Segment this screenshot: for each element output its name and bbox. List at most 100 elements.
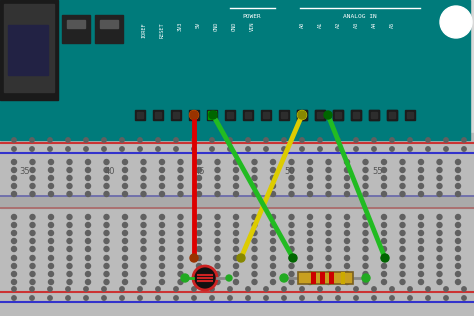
Circle shape bbox=[85, 271, 91, 276]
Circle shape bbox=[197, 239, 201, 244]
Circle shape bbox=[382, 160, 386, 165]
Bar bbox=[208, 111, 216, 119]
Circle shape bbox=[252, 264, 257, 269]
Circle shape bbox=[308, 246, 312, 252]
Circle shape bbox=[289, 184, 294, 189]
Circle shape bbox=[444, 296, 448, 300]
Circle shape bbox=[437, 279, 442, 284]
Circle shape bbox=[318, 287, 322, 291]
Text: 50: 50 bbox=[285, 167, 295, 177]
Circle shape bbox=[48, 222, 54, 228]
Circle shape bbox=[326, 184, 331, 189]
Circle shape bbox=[456, 175, 461, 180]
Circle shape bbox=[336, 138, 340, 142]
Circle shape bbox=[289, 167, 294, 173]
Circle shape bbox=[197, 184, 201, 189]
Circle shape bbox=[456, 271, 461, 276]
Circle shape bbox=[437, 230, 442, 235]
Circle shape bbox=[190, 111, 198, 119]
Circle shape bbox=[67, 279, 72, 284]
Circle shape bbox=[400, 191, 405, 197]
Circle shape bbox=[67, 191, 72, 197]
Circle shape bbox=[104, 175, 109, 180]
Bar bbox=[315, 110, 325, 120]
Circle shape bbox=[462, 147, 466, 151]
Circle shape bbox=[462, 296, 466, 300]
Circle shape bbox=[382, 222, 386, 228]
Circle shape bbox=[408, 296, 412, 300]
Circle shape bbox=[11, 271, 17, 276]
Circle shape bbox=[345, 191, 349, 197]
Circle shape bbox=[300, 287, 304, 291]
Circle shape bbox=[400, 167, 405, 173]
Circle shape bbox=[252, 279, 257, 284]
Bar bbox=[298, 272, 353, 284]
Circle shape bbox=[354, 296, 358, 300]
Circle shape bbox=[437, 246, 442, 252]
Circle shape bbox=[84, 138, 88, 142]
Circle shape bbox=[390, 138, 394, 142]
Circle shape bbox=[456, 256, 461, 260]
Circle shape bbox=[48, 184, 54, 189]
Circle shape bbox=[84, 296, 88, 300]
Circle shape bbox=[300, 147, 304, 151]
Circle shape bbox=[11, 215, 17, 220]
Circle shape bbox=[271, 230, 275, 235]
Bar bbox=[320, 272, 325, 284]
Circle shape bbox=[178, 239, 183, 244]
Bar bbox=[315, 110, 325, 120]
Circle shape bbox=[122, 264, 128, 269]
Bar bbox=[297, 110, 307, 120]
Bar bbox=[335, 112, 341, 118]
Circle shape bbox=[252, 167, 257, 173]
Circle shape bbox=[120, 296, 124, 300]
Bar bbox=[387, 110, 397, 120]
Text: 5V: 5V bbox=[195, 22, 201, 28]
Circle shape bbox=[234, 191, 238, 197]
Circle shape bbox=[159, 271, 164, 276]
Circle shape bbox=[104, 184, 109, 189]
Bar bbox=[317, 112, 323, 118]
Circle shape bbox=[197, 264, 201, 269]
Bar bbox=[407, 112, 413, 118]
Circle shape bbox=[215, 246, 220, 252]
Circle shape bbox=[382, 279, 386, 284]
Circle shape bbox=[437, 191, 442, 197]
Circle shape bbox=[197, 230, 201, 235]
Bar bbox=[0, 133, 474, 316]
Circle shape bbox=[271, 279, 275, 284]
Circle shape bbox=[12, 296, 16, 300]
Text: A1: A1 bbox=[318, 22, 322, 28]
Circle shape bbox=[308, 167, 312, 173]
Circle shape bbox=[190, 254, 198, 262]
Circle shape bbox=[215, 222, 220, 228]
Text: IOREF: IOREF bbox=[142, 22, 146, 38]
Circle shape bbox=[48, 175, 54, 180]
Circle shape bbox=[390, 147, 394, 151]
Circle shape bbox=[246, 147, 250, 151]
Bar bbox=[62, 15, 90, 43]
Circle shape bbox=[215, 215, 220, 220]
Circle shape bbox=[48, 215, 54, 220]
Circle shape bbox=[456, 191, 461, 197]
Circle shape bbox=[300, 138, 304, 142]
Circle shape bbox=[282, 147, 286, 151]
Bar bbox=[299, 112, 305, 118]
Circle shape bbox=[326, 256, 331, 260]
Circle shape bbox=[437, 222, 442, 228]
Circle shape bbox=[264, 147, 268, 151]
Circle shape bbox=[178, 264, 183, 269]
Circle shape bbox=[104, 167, 109, 173]
Circle shape bbox=[178, 167, 183, 173]
Circle shape bbox=[289, 271, 294, 276]
Circle shape bbox=[30, 184, 35, 189]
Circle shape bbox=[11, 175, 17, 180]
Bar bbox=[191, 112, 197, 118]
Circle shape bbox=[419, 264, 423, 269]
Circle shape bbox=[456, 239, 461, 244]
Circle shape bbox=[363, 222, 368, 228]
Circle shape bbox=[289, 256, 294, 260]
Circle shape bbox=[228, 287, 232, 291]
Bar bbox=[135, 110, 145, 120]
Circle shape bbox=[178, 184, 183, 189]
